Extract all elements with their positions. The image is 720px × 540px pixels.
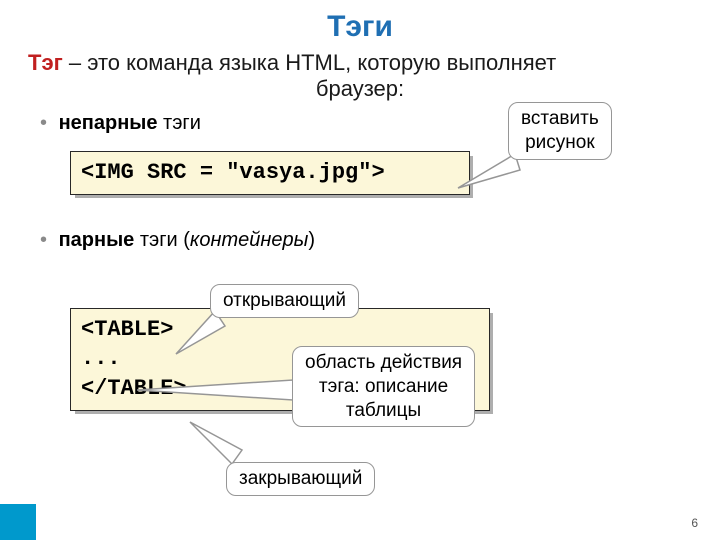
definition-rest1: – это команда языка HTML, которую выполн… [63, 50, 557, 75]
callout-opening: открывающий [210, 284, 359, 318]
callout-insert-image-l1: вставить [521, 107, 599, 131]
bullet-paired-italic: контейнеры [190, 229, 308, 251]
bullet-paired-rest2: ) [308, 229, 315, 251]
bullet-unpaired: • непарные тэги [0, 108, 720, 135]
definition-line2: браузер: [28, 76, 692, 102]
bullet-dot-icon: • [40, 112, 47, 134]
callout-insert-image: вставить рисунок [508, 102, 612, 160]
title-text: Тэги [327, 10, 393, 43]
callout-closing-text: закрывающий [239, 468, 362, 489]
bullet-unpaired-rest: тэги [157, 112, 200, 134]
definition-term: Тэг [28, 50, 63, 75]
callout-opening-text: открывающий [223, 290, 346, 311]
pointer-closing [184, 418, 244, 466]
callout-scope-l3: таблицы [305, 399, 462, 423]
bullet-dot-icon: • [40, 229, 47, 251]
pointer-scope [135, 378, 295, 408]
callout-scope: область действия тэга: описание таблицы [292, 346, 475, 427]
footer-accent-block [0, 504, 36, 540]
callout-insert-image-l2: рисунок [521, 131, 599, 155]
callout-scope-l2: тэга: описание [305, 375, 462, 399]
slide-title: Тэги [0, 0, 720, 44]
definition-block: Тэг – это команда языка HTML, которую вы… [0, 44, 720, 102]
code2-line1: <TABLE> [81, 315, 479, 345]
callout-closing: закрывающий [226, 462, 375, 496]
bullet-unpaired-strong: непарные [59, 112, 158, 134]
bullet-paired-rest1: тэги ( [134, 229, 190, 251]
bullet-paired: • парные тэги (контейнеры) [0, 225, 720, 252]
page-number: 6 [691, 516, 698, 530]
code1-text: <IMG SRC = "vasya.jpg"> [81, 160, 385, 185]
callout-scope-l1: область действия [305, 351, 462, 375]
code-box-img: <IMG SRC = "vasya.jpg"> [70, 151, 470, 195]
bullet-paired-strong: парные [59, 229, 135, 251]
